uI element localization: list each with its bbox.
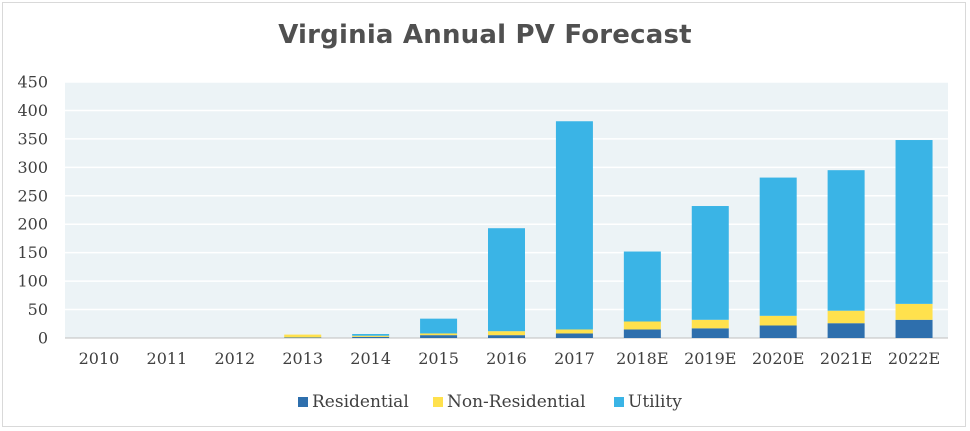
bar-utility xyxy=(420,318,458,334)
bar-non-residential xyxy=(352,335,390,337)
x-axis: 2010 2011 2012 2013 2014 2015 2016 2017 2018E 201… xyxy=(79,349,941,368)
y-tick-label: 100 xyxy=(17,272,48,291)
x-tick-label: 2010 xyxy=(79,349,120,368)
x-tick-label: 2019E xyxy=(684,349,736,368)
bar-utility xyxy=(352,334,390,336)
bar-utility xyxy=(488,228,525,332)
x-tick-label: 2022E xyxy=(888,349,940,368)
bar-utility xyxy=(895,140,933,304)
bar-residential xyxy=(623,329,661,338)
bar-non-residential xyxy=(691,319,729,329)
bar-residential xyxy=(555,333,593,338)
x-tick-label: 2014 xyxy=(350,349,391,368)
bar-non-residential xyxy=(284,334,322,338)
bar-utility xyxy=(759,177,797,316)
bar-residential xyxy=(691,328,729,338)
x-tick-label: 2013 xyxy=(282,349,323,368)
legend-swatch xyxy=(614,397,624,407)
bar-utility xyxy=(555,121,593,330)
y-tick-label: 350 xyxy=(17,129,48,148)
bars xyxy=(284,121,933,338)
legend: Residential Non-Residential Utility xyxy=(298,392,682,412)
y-tick-label: 300 xyxy=(17,158,48,177)
x-tick-label: 2017 xyxy=(554,349,595,368)
bar-residential xyxy=(895,319,933,338)
bar-non-residential xyxy=(555,329,593,334)
legend-swatch xyxy=(433,397,443,407)
chart-title: Virginia Annual PV Forecast xyxy=(278,20,692,50)
y-tick-label: 450 xyxy=(17,73,48,92)
y-tick-label: 50 xyxy=(28,300,48,319)
bar-non-residential xyxy=(895,303,933,320)
bar-residential xyxy=(352,336,390,338)
bar-residential xyxy=(420,335,458,338)
x-tick-label: 2015 xyxy=(418,349,459,368)
x-tick-label: 2021E xyxy=(820,349,872,368)
x-tick-label: 2016 xyxy=(486,349,527,368)
bar-residential xyxy=(759,325,797,338)
y-tick-label: 200 xyxy=(17,215,48,234)
y-axis: 0 50 100 150 200 250 300 350 400 450 xyxy=(17,73,48,348)
x-tick-label: 2012 xyxy=(214,349,255,368)
bar-utility xyxy=(691,206,729,320)
bar-residential xyxy=(827,323,865,338)
bar-residential xyxy=(488,335,525,338)
x-tick-label: 2020E xyxy=(752,349,804,368)
bar-non-residential xyxy=(759,315,797,326)
y-tick-label: 250 xyxy=(17,186,48,205)
legend-swatch xyxy=(298,397,308,407)
legend-label: Non-Residential xyxy=(447,392,586,412)
x-tick-label: 2011 xyxy=(147,349,188,368)
bar-non-residential xyxy=(827,310,865,324)
bar-non-residential xyxy=(623,321,661,330)
y-tick-label: 150 xyxy=(17,243,48,262)
legend-label: Residential xyxy=(312,392,409,412)
y-tick-label: 400 xyxy=(17,101,48,120)
bar-non-residential xyxy=(488,331,525,336)
bar-utility xyxy=(827,170,865,311)
y-tick-label: 0 xyxy=(38,329,48,348)
bar-residential xyxy=(284,337,322,338)
x-tick-label: 2018E xyxy=(616,349,668,368)
bar-non-residential xyxy=(420,333,458,336)
bar-utility xyxy=(623,251,661,322)
legend-label: Utility xyxy=(628,392,682,412)
